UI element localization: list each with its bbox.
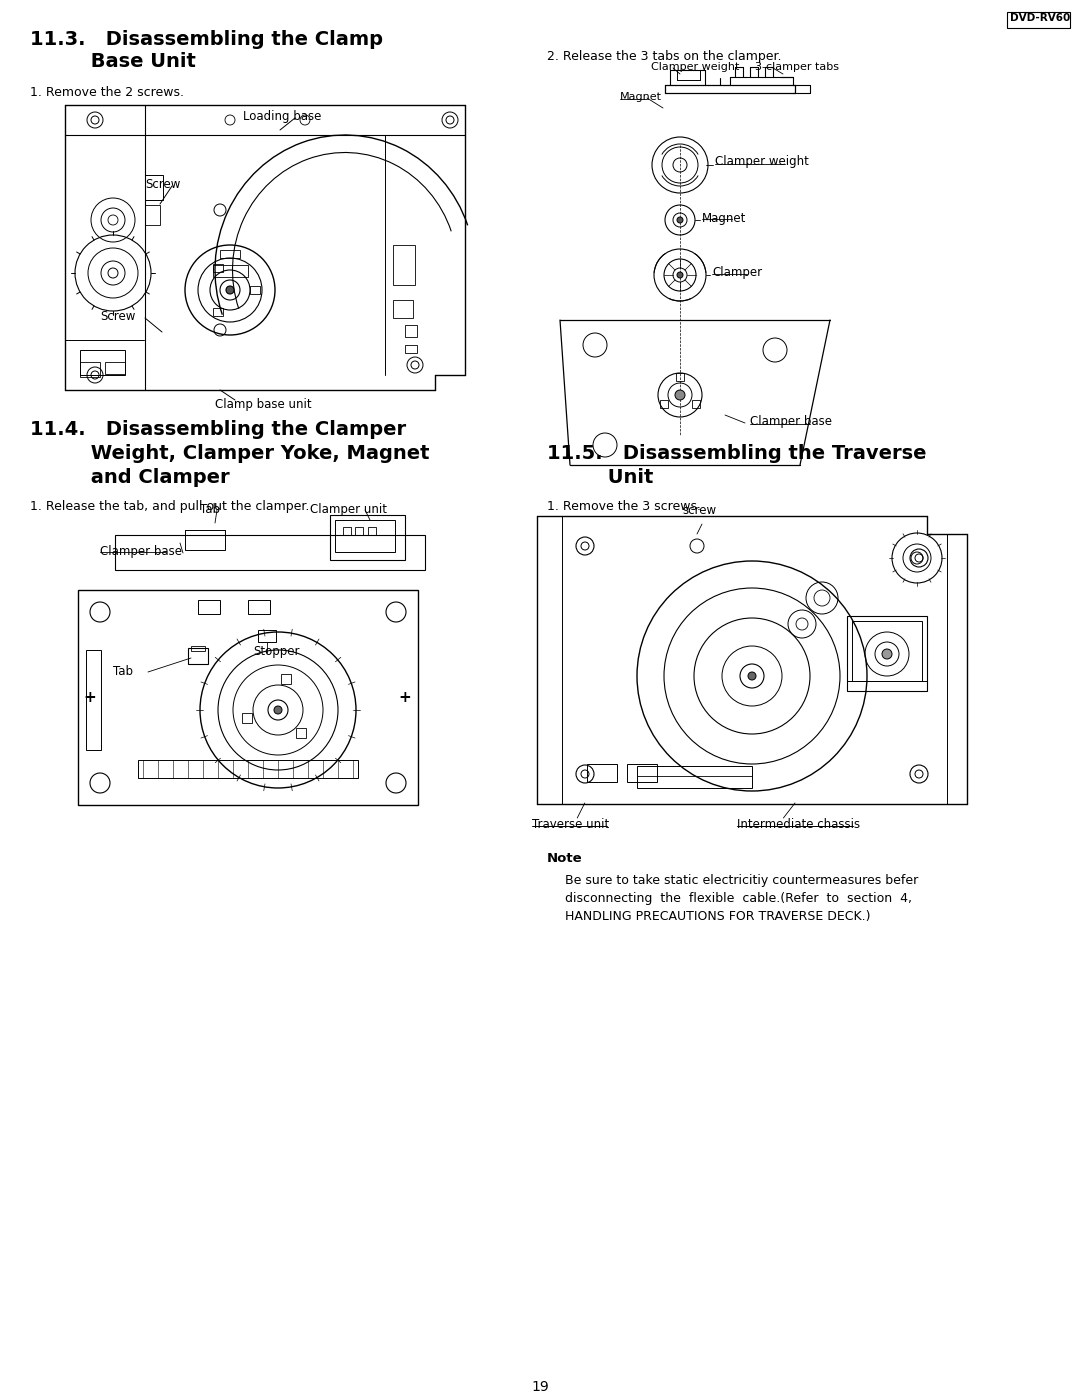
Text: Weight, Clamper Yoke, Magnet: Weight, Clamper Yoke, Magnet: [30, 444, 430, 462]
Bar: [248, 599, 270, 615]
Text: and Clamper: and Clamper: [30, 468, 230, 488]
Text: Tab: Tab: [113, 665, 133, 678]
Text: 1. Remove the 3 screws.: 1. Remove the 3 screws.: [546, 500, 701, 513]
Text: Clamper weight: Clamper weight: [715, 155, 809, 168]
Text: HANDLING PRECAUTIONS FOR TRAVERSE DECK.): HANDLING PRECAUTIONS FOR TRAVERSE DECK.): [565, 909, 870, 923]
Text: Unit: Unit: [546, 468, 653, 488]
Bar: [660, 400, 669, 408]
Bar: [1007, 13, 1070, 28]
Bar: [335, 520, 395, 552]
Bar: [145, 175, 163, 200]
Bar: [281, 675, 292, 685]
Text: +: +: [83, 690, 96, 705]
Bar: [213, 307, 222, 316]
Bar: [145, 205, 160, 225]
Text: Clamper weight: Clamper weight: [651, 61, 740, 73]
Text: Magnet: Magnet: [702, 212, 746, 225]
Text: +: +: [399, 690, 410, 705]
Bar: [852, 622, 922, 680]
Bar: [114, 535, 426, 570]
Text: 19: 19: [531, 1380, 549, 1394]
Text: Screw: Screw: [100, 310, 135, 323]
Bar: [86, 650, 102, 750]
Bar: [676, 373, 684, 381]
Circle shape: [882, 650, 892, 659]
Circle shape: [274, 705, 282, 714]
Text: Loading base: Loading base: [243, 110, 322, 123]
Text: Clamper base: Clamper base: [100, 545, 183, 557]
Circle shape: [675, 390, 685, 400]
Bar: [213, 265, 248, 277]
Circle shape: [677, 217, 683, 224]
Bar: [80, 362, 100, 377]
Bar: [343, 527, 351, 535]
Circle shape: [748, 672, 756, 680]
Text: Screw: Screw: [145, 177, 180, 191]
Text: Clamper unit: Clamper unit: [310, 503, 387, 515]
Text: Traverse unit: Traverse unit: [532, 819, 609, 831]
Bar: [191, 645, 205, 651]
Bar: [355, 527, 363, 535]
Bar: [588, 764, 617, 782]
Bar: [393, 244, 415, 285]
Bar: [330, 515, 405, 560]
Bar: [691, 400, 700, 408]
Text: Tab: Tab: [200, 503, 220, 515]
Bar: [105, 362, 125, 374]
Text: DVD-RV60: DVD-RV60: [1010, 13, 1070, 22]
Bar: [80, 351, 125, 374]
Text: 3-clamper tabs: 3-clamper tabs: [755, 61, 839, 73]
Text: Note: Note: [546, 852, 582, 865]
Bar: [78, 590, 418, 805]
Text: disconnecting  the  flexible  cable.(Refer  to  section  4,: disconnecting the flexible cable.(Refer …: [565, 893, 912, 905]
Text: Clamp base unit: Clamp base unit: [215, 398, 312, 411]
Bar: [220, 250, 240, 258]
Text: screw: screw: [681, 504, 716, 517]
Text: Clamper base: Clamper base: [750, 415, 832, 427]
Bar: [393, 300, 413, 319]
Bar: [185, 535, 225, 550]
Text: Base Unit: Base Unit: [30, 52, 195, 71]
Bar: [242, 714, 252, 724]
Text: 11.3.   Disassembling the Clamp: 11.3. Disassembling the Clamp: [30, 29, 383, 49]
Bar: [368, 527, 376, 535]
Bar: [405, 345, 417, 353]
Text: 2. Release the 3 tabs on the clamper.: 2. Release the 3 tabs on the clamper.: [546, 50, 782, 63]
Bar: [296, 728, 306, 738]
Text: 1. Remove the 2 screws.: 1. Remove the 2 screws.: [30, 87, 184, 99]
Bar: [405, 326, 417, 337]
Bar: [138, 760, 357, 778]
Bar: [627, 764, 657, 782]
Circle shape: [677, 272, 683, 278]
Bar: [188, 648, 208, 664]
Text: Magnet: Magnet: [620, 92, 662, 102]
Text: 11.5.   Disassembling the Traverse: 11.5. Disassembling the Traverse: [546, 444, 927, 462]
Text: Intermediate chassis: Intermediate chassis: [737, 819, 860, 831]
Bar: [258, 630, 276, 643]
Bar: [249, 286, 260, 293]
Bar: [847, 616, 927, 692]
Text: 11.4.   Disassembling the Clamper: 11.4. Disassembling the Clamper: [30, 420, 406, 439]
Bar: [198, 599, 220, 615]
Text: Be sure to take static electricitiy countermeasures befer: Be sure to take static electricitiy coun…: [565, 875, 918, 887]
Text: Clamper: Clamper: [712, 265, 762, 279]
Text: Stopper: Stopper: [253, 645, 299, 658]
Text: 1. Release the tab, and pull out the clamper.: 1. Release the tab, and pull out the cla…: [30, 500, 309, 513]
Circle shape: [226, 286, 234, 293]
Bar: [213, 264, 222, 272]
Bar: [637, 766, 752, 788]
